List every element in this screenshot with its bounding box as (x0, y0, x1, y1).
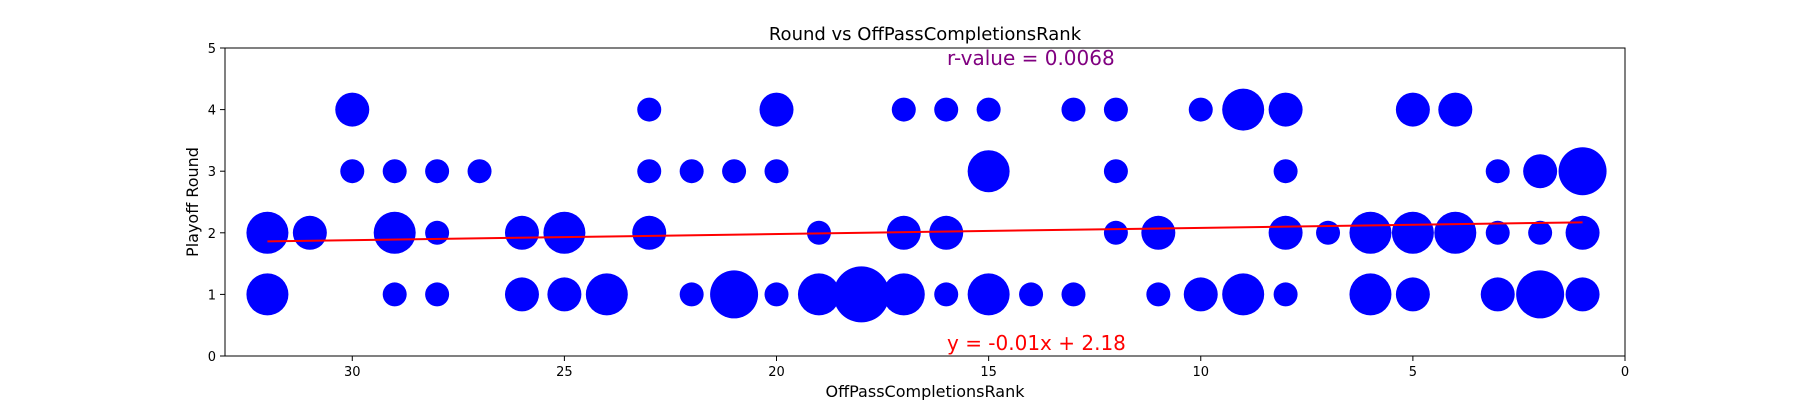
data-point (759, 92, 794, 127)
data-point (891, 97, 916, 122)
data-point (504, 277, 539, 312)
data-point (340, 159, 365, 184)
x-tick-label: 10 (1192, 365, 1209, 380)
data-point (1222, 88, 1265, 131)
regression-equation-annotation: y = -0.01x + 2.18 (947, 331, 1126, 355)
data-point (382, 282, 407, 307)
data-point (637, 97, 662, 122)
data-point (1103, 220, 1128, 245)
trend-line (267, 221, 1583, 243)
data-point (710, 270, 759, 319)
data-point (797, 273, 840, 316)
data-point (1434, 211, 1477, 254)
data-point (1061, 97, 1086, 122)
data-point (246, 273, 289, 316)
data-point (764, 159, 789, 184)
data-point (292, 215, 327, 250)
data-point (335, 92, 370, 127)
data-point (585, 273, 628, 316)
data-point (504, 215, 539, 250)
data-point (679, 282, 704, 307)
data-point (882, 273, 925, 316)
data-point (373, 211, 416, 254)
data-point (1273, 159, 1298, 184)
data-point (382, 159, 407, 184)
x-tick-label: 30 (344, 365, 361, 380)
data-point (1222, 273, 1265, 316)
data-point (722, 159, 747, 184)
x-tick-label: 5 (1409, 365, 1417, 380)
data-point (934, 282, 959, 307)
data-point (1349, 211, 1392, 254)
data-point (967, 150, 1010, 193)
data-point (1395, 277, 1430, 312)
data-point (1480, 277, 1515, 312)
x-tick-label: 0 (1621, 365, 1629, 380)
y-tick-label: 3 (208, 165, 216, 180)
data-point (1103, 97, 1128, 122)
y-tick-label: 1 (208, 288, 216, 303)
x-tick-label: 25 (556, 365, 573, 380)
data-point (1273, 282, 1298, 307)
data-point (425, 159, 450, 184)
data-point (1349, 273, 1392, 316)
plot-area (225, 48, 1625, 356)
data-point (637, 159, 662, 184)
data-point (1188, 97, 1213, 122)
y-tick-label: 2 (208, 227, 216, 242)
data-point (976, 97, 1001, 122)
r-value-annotation: r-value = 0.0068 (947, 46, 1115, 70)
data-point (934, 97, 959, 122)
data-point (543, 211, 586, 254)
x-tick-label: 15 (980, 365, 997, 380)
data-point (929, 215, 964, 250)
data-point (833, 266, 890, 323)
data-point (1391, 211, 1434, 254)
data-point (1558, 147, 1607, 196)
chart-title: Round vs OffPassCompletionsRank (769, 24, 1082, 45)
x-axis-ticks: 30 25 20 15 10 5 0 (344, 356, 1629, 380)
data-point (1395, 92, 1430, 127)
data-point (246, 211, 289, 254)
plot-frame (224, 47, 1626, 357)
data-point (764, 282, 789, 307)
data-point (467, 159, 492, 184)
data-point (1183, 277, 1218, 312)
data-point (425, 220, 450, 245)
data-point (632, 215, 667, 250)
data-point (1146, 282, 1171, 307)
data-point (547, 277, 582, 312)
y-tick-label: 5 (208, 42, 216, 57)
data-point (1565, 215, 1600, 250)
data-point (1528, 220, 1553, 245)
x-tick-label: 20 (768, 365, 785, 380)
data-point (1523, 154, 1558, 189)
y-axis-label: Playoff Round (183, 147, 202, 257)
y-tick-label: 0 (208, 350, 216, 365)
data-point (1516, 270, 1565, 319)
data-point (1485, 220, 1510, 245)
y-tick-label: 4 (208, 104, 216, 119)
y-axis-ticks: 0 1 2 3 4 5 (208, 42, 225, 365)
data-point (425, 282, 450, 307)
data-point (967, 273, 1010, 316)
data-point (1485, 159, 1510, 184)
data-point (1438, 92, 1473, 127)
x-axis-label: OffPassCompletionsRank (826, 382, 1026, 400)
data-point (1141, 215, 1176, 250)
data-point (1268, 215, 1303, 250)
data-point (679, 159, 704, 184)
data-point (1316, 220, 1341, 245)
data-point (1061, 282, 1086, 307)
data-point (1268, 92, 1303, 127)
data-point (1019, 282, 1044, 307)
points-layer (246, 88, 1607, 323)
data-point (1565, 277, 1600, 312)
data-point (1103, 159, 1128, 184)
